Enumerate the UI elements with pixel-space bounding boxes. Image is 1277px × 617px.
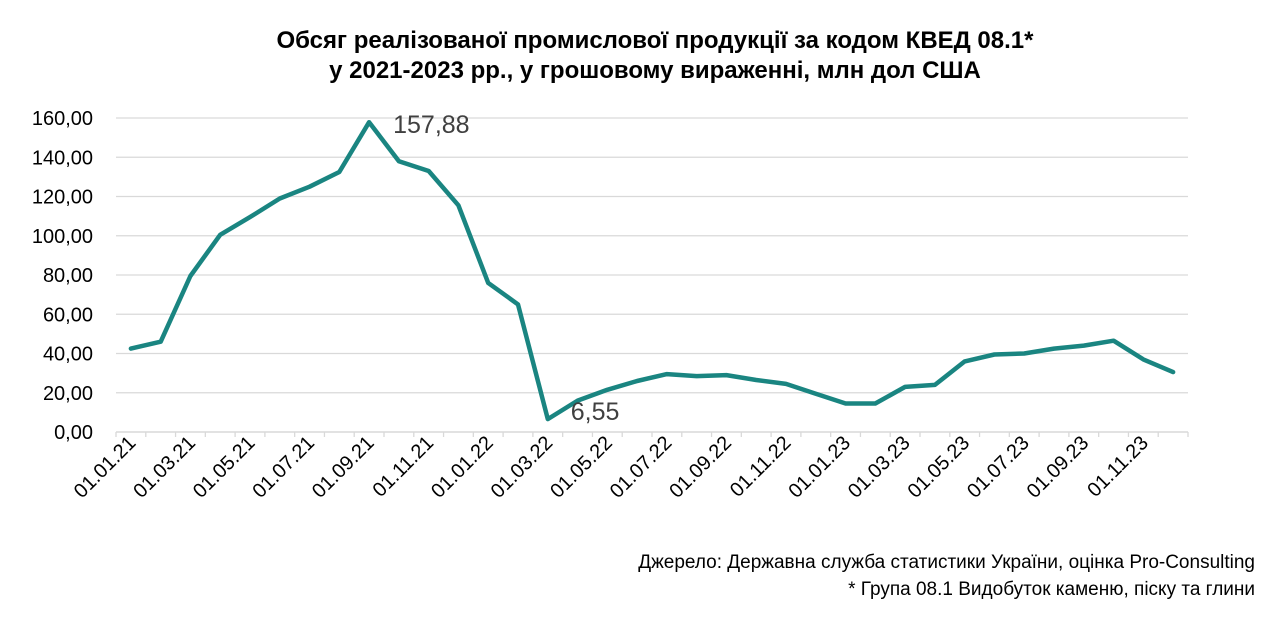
y-tick-label: 60,00	[43, 304, 93, 326]
chart-title-line-1: Обсяг реалізованої промислової продукції…	[276, 27, 1034, 54]
axes	[115, 431, 1189, 437]
chart-title-line-2: у 2021-2023 рр., у грошовому вираженні, …	[329, 57, 981, 84]
x-tick-label: 01.09.23	[1023, 432, 1094, 503]
y-tick-label: 100,00	[32, 226, 93, 248]
x-tick-label: 01.03.21	[129, 432, 200, 503]
data-label: 157,88	[393, 111, 469, 139]
gridlines	[116, 117, 1188, 394]
y-tick-label: 80,00	[43, 265, 93, 287]
labels: 0,00 20,00 40,00 60,00 80,00 100,00 120,00 140,…	[32, 108, 1153, 503]
x-tick-label: 01.09.22	[665, 432, 736, 503]
y-tick-label: 0,00	[54, 422, 93, 444]
x-tick-label: 01.03.23	[844, 432, 915, 503]
x-tick-label: 01.01.22	[427, 432, 498, 503]
chart-title: Обсяг реалізованої промислової продукції…	[0, 26, 1277, 86]
x-tick-label: 01.01.23	[784, 432, 855, 503]
x-tick-label: 01.03.22	[487, 432, 558, 503]
x-tick-label: 01.05.22	[546, 432, 617, 503]
series-line	[128, 119, 1176, 422]
data-label: 6,55	[571, 398, 620, 426]
source-note: Джерело: Державна служба статистики Укра…	[638, 552, 1255, 573]
x-tick-label: 01.07.21	[248, 432, 319, 503]
y-tick-label: 140,00	[32, 147, 93, 169]
footnote: * Група 08.1 Видобуток каменю, піску та …	[848, 579, 1255, 600]
y-tick-label: 120,00	[32, 187, 93, 209]
x-tick-label: 01.09.21	[308, 432, 379, 503]
x-tick-label: 01.05.21	[189, 432, 260, 503]
y-tick-label: 160,00	[32, 108, 93, 130]
y-tick-label: 20,00	[43, 383, 93, 405]
x-tick-label: 01.05.23	[904, 432, 975, 503]
x-tick-label: 01.11.23	[1083, 432, 1153, 502]
y-tick-label: 40,00	[43, 344, 93, 366]
x-tick-label: 01.11.21	[369, 432, 439, 502]
x-tick-label: 01.07.23	[963, 432, 1034, 503]
x-tick-label: 01.11.22	[726, 432, 796, 502]
x-tick-label: 01.07.22	[606, 432, 677, 503]
series-line-group	[128, 119, 1176, 422]
